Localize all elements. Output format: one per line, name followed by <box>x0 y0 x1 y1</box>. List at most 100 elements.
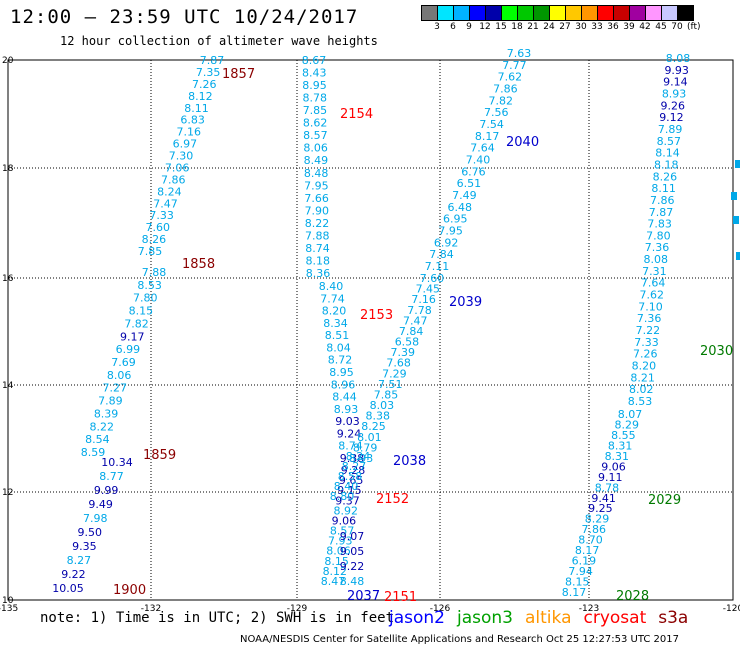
wave-height-label: 8.27 <box>67 554 92 567</box>
wave-height-label: 8.18 <box>306 254 331 267</box>
wave-height-label: 8.67 <box>302 54 327 67</box>
wave-height-label: 7.95 <box>304 179 329 192</box>
wave-height-label: 6.97 <box>173 138 198 151</box>
wave-height-label: 8.03 <box>370 399 395 412</box>
wave-height-label: 9.22 <box>61 568 86 581</box>
wave-height-label: 9.11 <box>598 471 623 484</box>
wave-height-label: 8.57 <box>657 135 682 148</box>
pass-time-label: 2153 <box>360 308 393 323</box>
legend-label: 12 <box>479 22 491 32</box>
wave-height-label: 8.49 <box>304 154 329 167</box>
wave-height-label: 7.93 <box>328 535 353 548</box>
pass-time-label: 2151 <box>384 590 417 605</box>
wave-height-label: 8.36 <box>306 267 331 280</box>
satellite-label-altika: altika <box>525 608 572 628</box>
wave-height-label: 8.15 <box>565 576 590 589</box>
legend-label: 36 <box>607 22 619 32</box>
x-tick-label: -120 <box>723 604 740 614</box>
wave-height-label: 8.14 <box>655 147 680 160</box>
wave-height-label: 8.06 <box>326 545 351 558</box>
wave-height-label: 8.53 <box>137 279 162 292</box>
wave-height-label: 7.26 <box>192 78 217 91</box>
wave-height-label: 9.35 <box>72 540 97 553</box>
wave-height-label: 8.29 <box>585 513 610 526</box>
wave-height-label: 7.45 <box>416 283 441 296</box>
legend-label: 45 <box>655 22 667 32</box>
credit-line: NOAA/NESDIS Center for Satellite Applica… <box>240 634 679 645</box>
wave-height-label: 7.47 <box>403 314 428 327</box>
legend-swatch <box>517 5 534 21</box>
wave-height-label: 7.40 <box>466 154 491 167</box>
wave-height-label: 8.26 <box>142 233 167 246</box>
pass-time-label: 2037 <box>347 589 380 604</box>
pass-time-label: 2029 <box>648 493 681 508</box>
y-tick-label: 20 <box>2 56 14 66</box>
wave-height-label: 7.54 <box>479 118 504 131</box>
wave-height-label: 7.86 <box>582 523 607 536</box>
wave-height-label: 8.55 <box>611 429 636 442</box>
satellite-label-cryosat: cryosat <box>583 608 647 628</box>
wave-height-label: 9.07 <box>340 530 365 543</box>
wave-height-label: 7.86 <box>493 83 518 96</box>
wave-height-label: 7.90 <box>305 204 330 217</box>
wave-height-label: 8.12 <box>323 565 348 578</box>
wave-height-label: 7.95 <box>438 225 463 238</box>
wave-height-label: 8.18 <box>654 158 679 171</box>
legend-label: 39 <box>623 22 635 32</box>
wave-height-label: 8.40 <box>334 480 359 493</box>
wave-height-label: 8.26 <box>653 170 678 183</box>
pass-time-label: 1900 <box>113 583 146 598</box>
wave-height-label: 7.88 <box>305 229 330 242</box>
wave-height-label: 8.59 <box>81 446 106 459</box>
wave-height-label: 8.39 <box>94 407 119 420</box>
wave-height-label: 7.86 <box>650 194 675 207</box>
wave-height-label: 6.48 <box>448 201 473 214</box>
wave-height-label: 8.93 <box>334 403 359 416</box>
wave-height-label: 8.95 <box>329 366 354 379</box>
wave-height-label: 6.58 <box>395 336 420 349</box>
wave-height-label: 7.84 <box>429 248 454 261</box>
wave-height-label: 8.57 <box>303 129 328 142</box>
legend-label: 21 <box>527 22 539 32</box>
legend-swatch <box>565 5 582 21</box>
wave-height-label: 7.62 <box>498 71 523 84</box>
wave-height-label: 6.83 <box>180 114 205 127</box>
wave-height-label: 9.93 <box>664 64 689 77</box>
pass-time-label: 2040 <box>506 135 539 150</box>
wave-height-label: 8.43 <box>302 67 327 80</box>
legend-swatch <box>629 5 646 21</box>
wave-height-label: 8.24 <box>157 185 182 198</box>
pass-time-label: 2030 <box>700 344 733 359</box>
legend-label: 24 <box>543 22 555 32</box>
wave-height-label: 7.85 <box>374 388 399 401</box>
wave-height-label: 9.28 <box>341 464 366 477</box>
legend-label: 42 <box>639 22 651 32</box>
wave-height-label: 8.08 <box>643 253 668 266</box>
offscreen-track-fragment <box>733 216 739 224</box>
wave-height-label: 9.25 <box>588 502 613 515</box>
wave-height-label: 8.74 <box>338 440 363 453</box>
wave-height-label: 8.17 <box>475 130 500 143</box>
wave-height-label: 7.86 <box>161 173 186 186</box>
wave-height-label: 9.06 <box>332 514 357 527</box>
wave-height-label: 7.47 <box>153 197 178 210</box>
legend-label: 3 <box>434 22 440 32</box>
wave-height-label: 7.78 <box>407 304 432 317</box>
wave-height-label: 8.24 <box>346 450 371 463</box>
wave-height-label: 7.87 <box>649 206 674 219</box>
wave-height-label: 7.39 <box>391 346 416 359</box>
wave-height-label: 8.08 <box>666 52 691 65</box>
wave-height-label: 8.53 <box>628 395 653 408</box>
wave-height-label: 8.48 <box>304 167 329 180</box>
x-tick-label: -132 <box>141 604 161 614</box>
wave-height-label: 7.10 <box>638 300 663 313</box>
legend-label: 30 <box>575 22 587 32</box>
wave-height-label: 7.11 <box>425 260 450 273</box>
legend-label: 27 <box>559 22 571 32</box>
wave-height-label: 7.88 <box>142 266 167 279</box>
wave-height-label: 6.95 <box>443 213 468 226</box>
legend-swatch <box>533 5 550 21</box>
wave-height-label: 8.74 <box>305 242 330 255</box>
x-tick-label: -129 <box>287 604 308 614</box>
